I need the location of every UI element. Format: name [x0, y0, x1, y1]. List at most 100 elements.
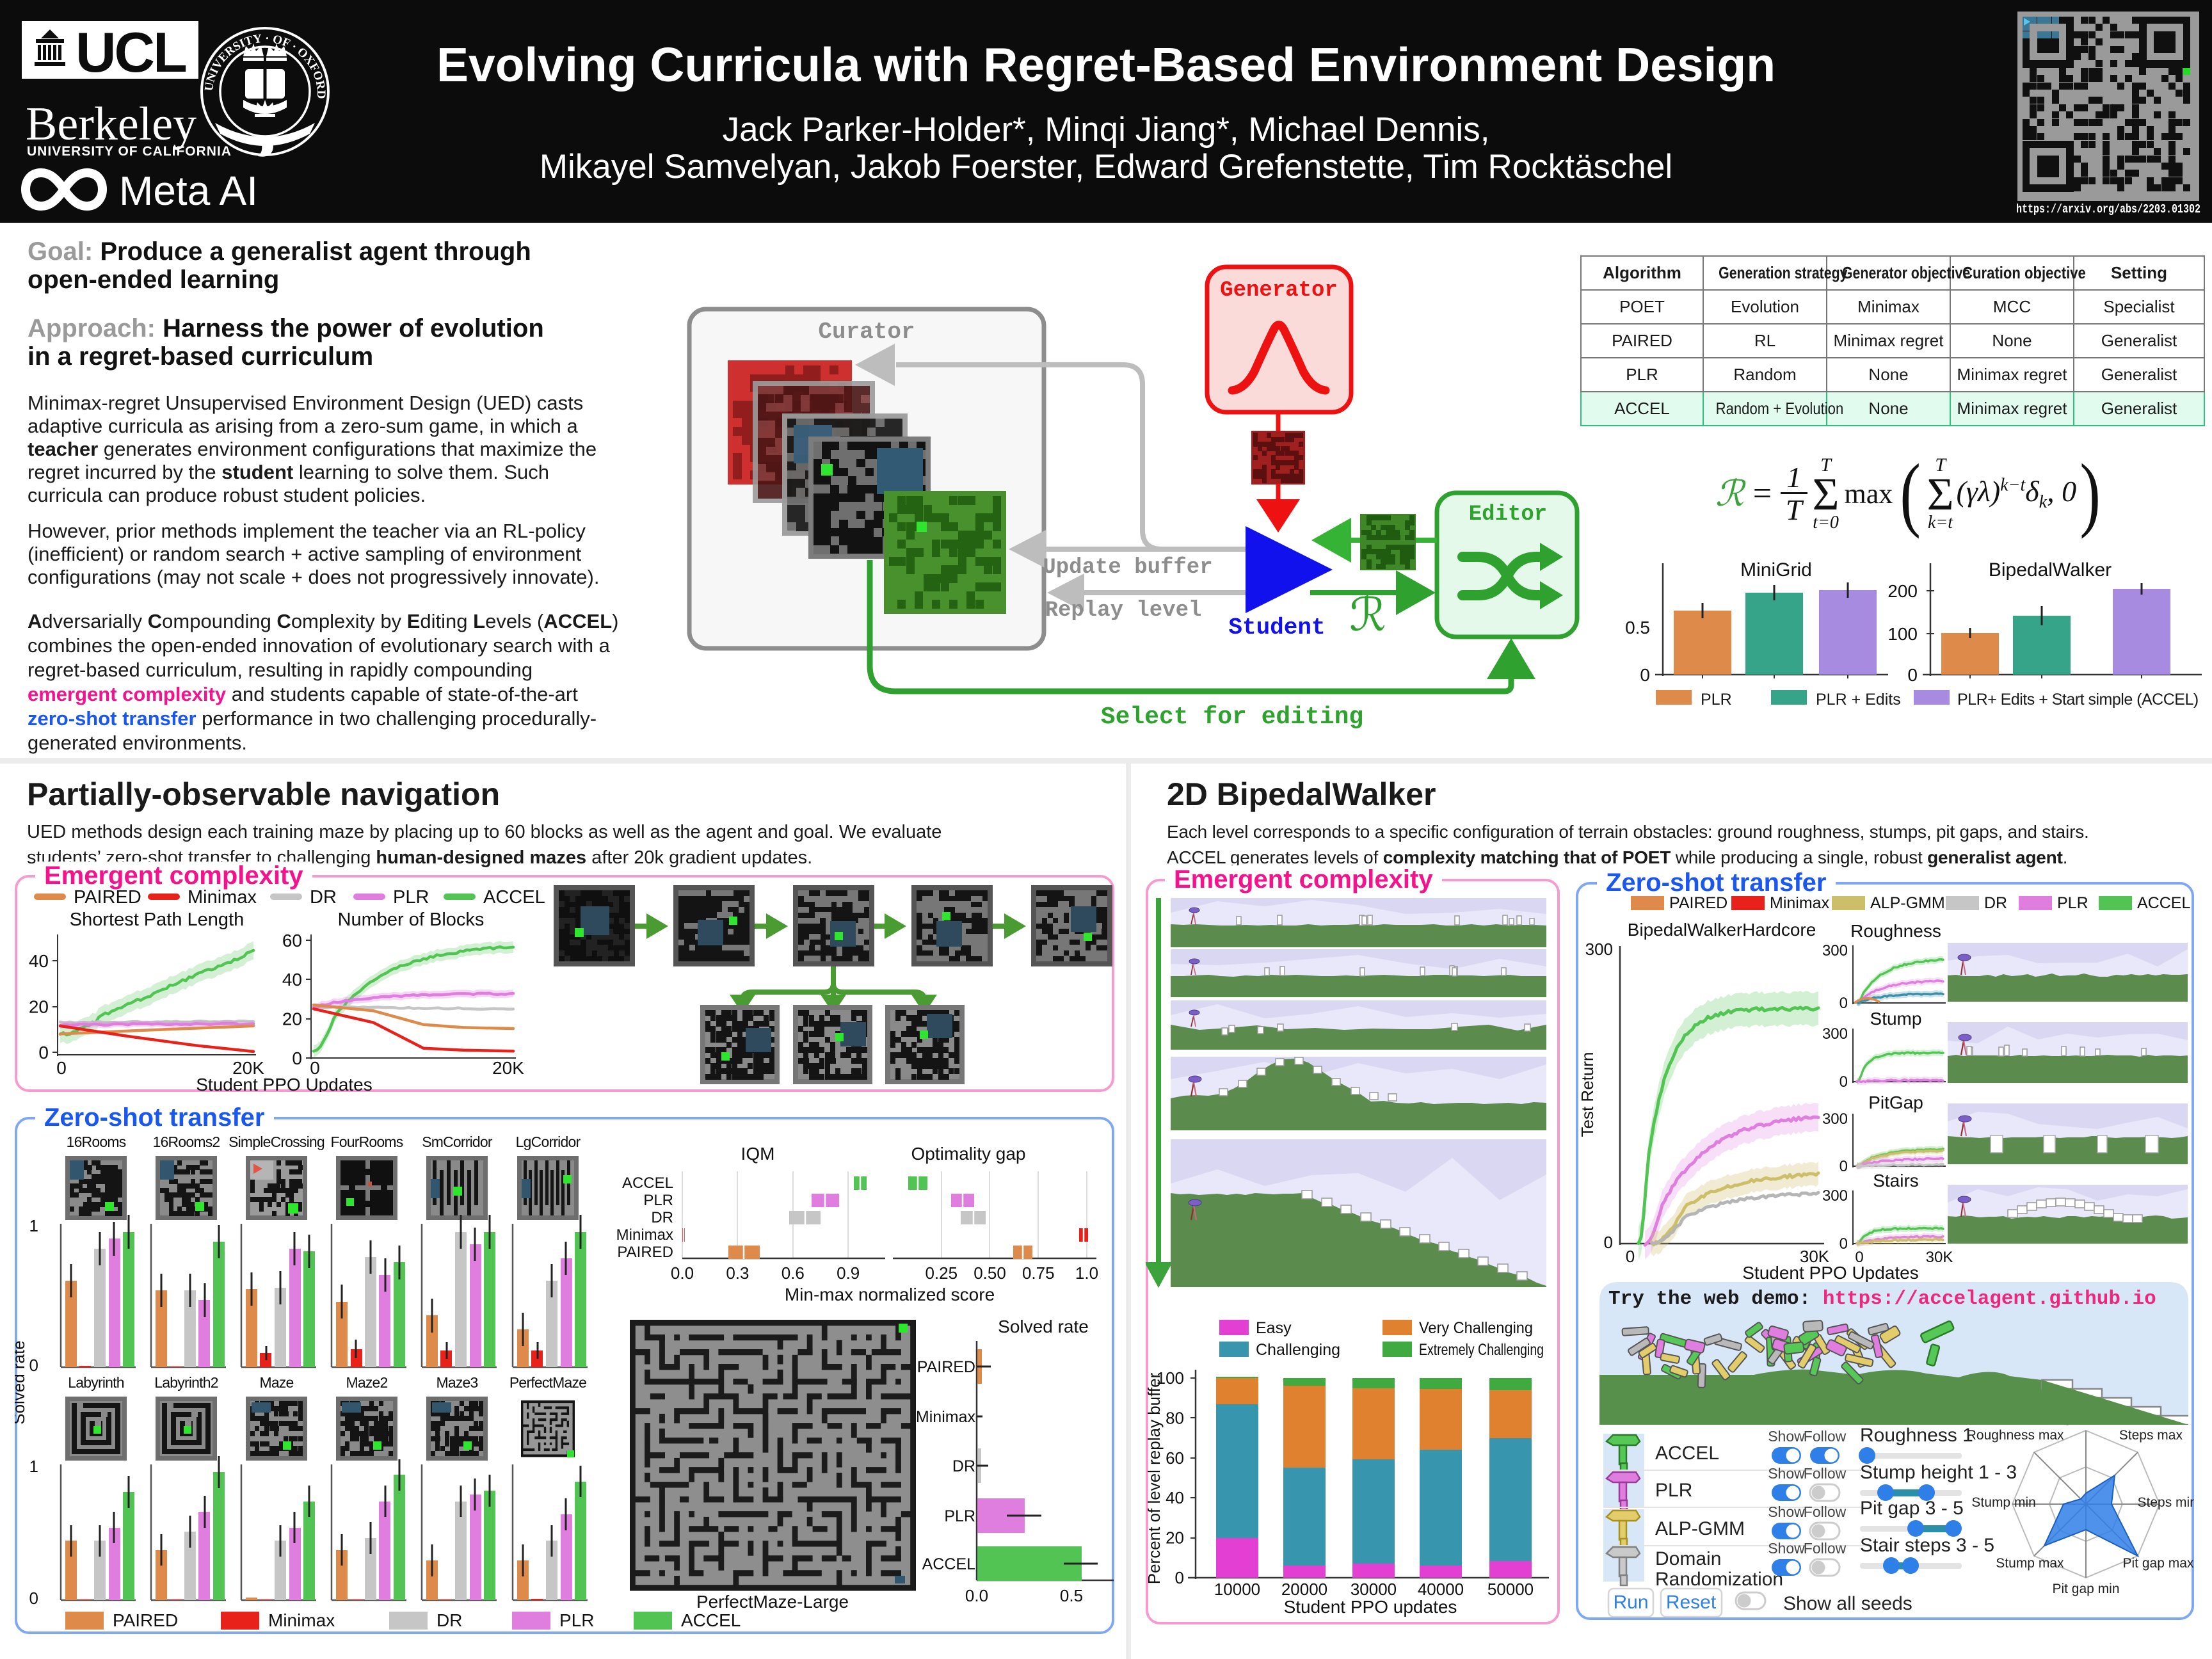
- svg-text:Labyrinth2: Labyrinth2: [154, 1374, 218, 1391]
- svg-text:Evolving Curricula with Regret: Evolving Curricula with Regret-Based Env…: [437, 38, 1775, 92]
- svg-text:Minimax: Minimax: [1770, 894, 1830, 912]
- svg-text:40: 40: [282, 970, 302, 990]
- svg-text:Student PPO Updates: Student PPO Updates: [196, 1075, 373, 1092]
- svg-text:PAIRED: PAIRED: [1669, 894, 1727, 912]
- svg-text:Pit gap max: Pit gap max: [2123, 1556, 2194, 1571]
- svg-text:Stump max: Stump max: [1996, 1556, 2064, 1571]
- svg-text:Select for editing: Select for editing: [1101, 703, 1363, 731]
- svg-text:ALP-GMM: ALP-GMM: [1870, 894, 1945, 912]
- svg-text:Domain: Domain: [1655, 1548, 1721, 1569]
- svg-text:ACCEL: ACCEL: [681, 1610, 741, 1630]
- svg-text:0: 0: [56, 1058, 67, 1078]
- svg-text:Min-max normalized score: Min-max normalized score: [785, 1285, 995, 1304]
- svg-text:Minimax: Minimax: [916, 1408, 976, 1426]
- svg-text:16Rooms2: 16Rooms2: [153, 1134, 220, 1150]
- svg-text:Steps max: Steps max: [2119, 1428, 2183, 1443]
- svg-text:Maze2: Maze2: [346, 1374, 387, 1391]
- svg-text:20K: 20K: [492, 1058, 524, 1078]
- svg-text:https://arxiv.org/abs/2203.013: https://arxiv.org/abs/2203.01302: [2016, 202, 2200, 216]
- svg-text:0.0: 0.0: [965, 1586, 988, 1605]
- svg-text:SimpleCrossing: SimpleCrossing: [228, 1134, 325, 1150]
- svg-text:Jack Parker-Holder*, Minqi Jia: Jack Parker-Holder*, Minqi Jiang*, Micha…: [723, 111, 1490, 148]
- svg-text:SmCorridor: SmCorridor: [422, 1134, 493, 1150]
- svg-text:300: 300: [1822, 1025, 1848, 1043]
- svg-text:UNIVERSITY OF CALIFORNIA: UNIVERSITY OF CALIFORNIA: [27, 144, 232, 159]
- svg-text:0.50: 0.50: [974, 1263, 1006, 1283]
- svg-text:PLR: PLR: [2057, 894, 2088, 912]
- svg-text:Berkeley: Berkeley: [26, 98, 196, 150]
- svg-text:Roughness: Roughness: [1850, 921, 1941, 941]
- svg-text:300: 300: [1822, 1187, 1848, 1205]
- svg-text:Stump: Stump: [1870, 1009, 1922, 1029]
- svg-text:PerfectMaze: PerfectMaze: [509, 1374, 586, 1391]
- svg-text:PLR: PLR: [643, 1192, 673, 1209]
- svg-text:Follow: Follow: [1804, 1503, 1847, 1520]
- svg-text:DR: DR: [952, 1457, 975, 1475]
- svg-text:Stump height 1 - 3: Stump height 1 - 3: [1860, 1462, 2017, 1483]
- svg-text:16Rooms: 16Rooms: [67, 1134, 126, 1150]
- svg-text:0: 0: [38, 1043, 49, 1062]
- svg-text:DR: DR: [437, 1610, 462, 1630]
- svg-text:80: 80: [1166, 1408, 1184, 1427]
- svg-text:PLR: PLR: [393, 887, 429, 908]
- svg-text:DR: DR: [310, 887, 337, 908]
- svg-text:0: 0: [29, 1589, 38, 1608]
- svg-text:Optimality gap: Optimality gap: [911, 1144, 1026, 1164]
- svg-text:0: 0: [1855, 1249, 1863, 1266]
- svg-text:1: 1: [29, 1457, 38, 1476]
- svg-text:MiniGrid: MiniGrid: [1740, 559, 1812, 581]
- svg-text:DR: DR: [1984, 894, 2007, 912]
- svg-text:Stair steps 3 - 5: Stair steps 3 - 5: [1860, 1535, 1994, 1556]
- svg-text:Student PPO Updates: Student PPO Updates: [1742, 1263, 1919, 1283]
- svg-text:PLR: PLR: [1655, 1480, 1692, 1501]
- svg-text:IQM: IQM: [741, 1144, 775, 1164]
- svg-text:0.6: 0.6: [781, 1263, 805, 1283]
- svg-text:20: 20: [282, 1009, 302, 1029]
- svg-text:Easy: Easy: [1256, 1319, 1292, 1337]
- svg-text:200: 200: [1887, 581, 1918, 601]
- svg-text:PLR: PLR: [559, 1610, 594, 1630]
- svg-text:Number of Blocks: Number of Blocks: [338, 910, 485, 930]
- svg-text:ℛ: ℛ: [1349, 589, 1386, 641]
- svg-text:PAIRED: PAIRED: [74, 887, 141, 908]
- svg-text:Maze: Maze: [259, 1374, 293, 1391]
- svg-text:LgCorridor: LgCorridor: [516, 1134, 581, 1150]
- svg-text:FourRooms: FourRooms: [331, 1134, 403, 1150]
- svg-text:PitGap: PitGap: [1868, 1093, 1923, 1112]
- svg-text:0: 0: [1839, 995, 1848, 1012]
- svg-text:ACCEL: ACCEL: [1655, 1443, 1719, 1464]
- svg-text:Test Return: Test Return: [1578, 1052, 1597, 1137]
- svg-text:Show: Show: [1768, 1465, 1805, 1482]
- svg-text:ALP-GMM: ALP-GMM: [1655, 1518, 1745, 1539]
- svg-text:Show: Show: [1768, 1428, 1805, 1445]
- svg-text:50000: 50000: [1487, 1580, 1534, 1599]
- svg-text:1.0: 1.0: [1075, 1263, 1098, 1283]
- svg-text:Minimax: Minimax: [268, 1610, 335, 1630]
- svg-text:0: 0: [1839, 1235, 1848, 1253]
- svg-text:Maze3: Maze3: [436, 1374, 477, 1391]
- svg-text:300: 300: [1585, 940, 1613, 959]
- svg-text:20: 20: [1166, 1528, 1184, 1548]
- svg-text:Solved rate: Solved rate: [15, 1340, 28, 1425]
- svg-text:Labyrinth: Labyrinth: [68, 1374, 124, 1391]
- svg-text:0.9: 0.9: [837, 1263, 860, 1283]
- svg-text:Follow: Follow: [1804, 1428, 1847, 1445]
- svg-text:Minimax: Minimax: [188, 887, 257, 908]
- svg-text:30K: 30K: [1926, 1249, 1953, 1266]
- svg-text:0.5: 0.5: [1060, 1586, 1083, 1605]
- svg-text:Shortest Path Length: Shortest Path Length: [70, 910, 244, 930]
- svg-text:PerfectMaze-Large: PerfectMaze-Large: [696, 1592, 849, 1612]
- svg-text:Extremely Challenging: Extremely Challenging: [1419, 1341, 1544, 1359]
- svg-text:300: 300: [1822, 1110, 1848, 1128]
- svg-text:Editor: Editor: [1469, 502, 1547, 527]
- svg-text:1: 1: [29, 1216, 38, 1235]
- svg-text:40: 40: [1166, 1488, 1184, 1507]
- svg-text:Follow: Follow: [1804, 1465, 1847, 1482]
- svg-text:PAIRED: PAIRED: [113, 1610, 178, 1630]
- svg-text:Challenging: Challenging: [1256, 1341, 1340, 1359]
- svg-text:BipedalWalkerHardcore: BipedalWalkerHardcore: [1628, 920, 1816, 940]
- svg-text:0: 0: [29, 1356, 38, 1375]
- svg-text:0: 0: [310, 1058, 320, 1078]
- svg-text:PAIRED: PAIRED: [917, 1358, 975, 1376]
- svg-text:60: 60: [1166, 1448, 1184, 1468]
